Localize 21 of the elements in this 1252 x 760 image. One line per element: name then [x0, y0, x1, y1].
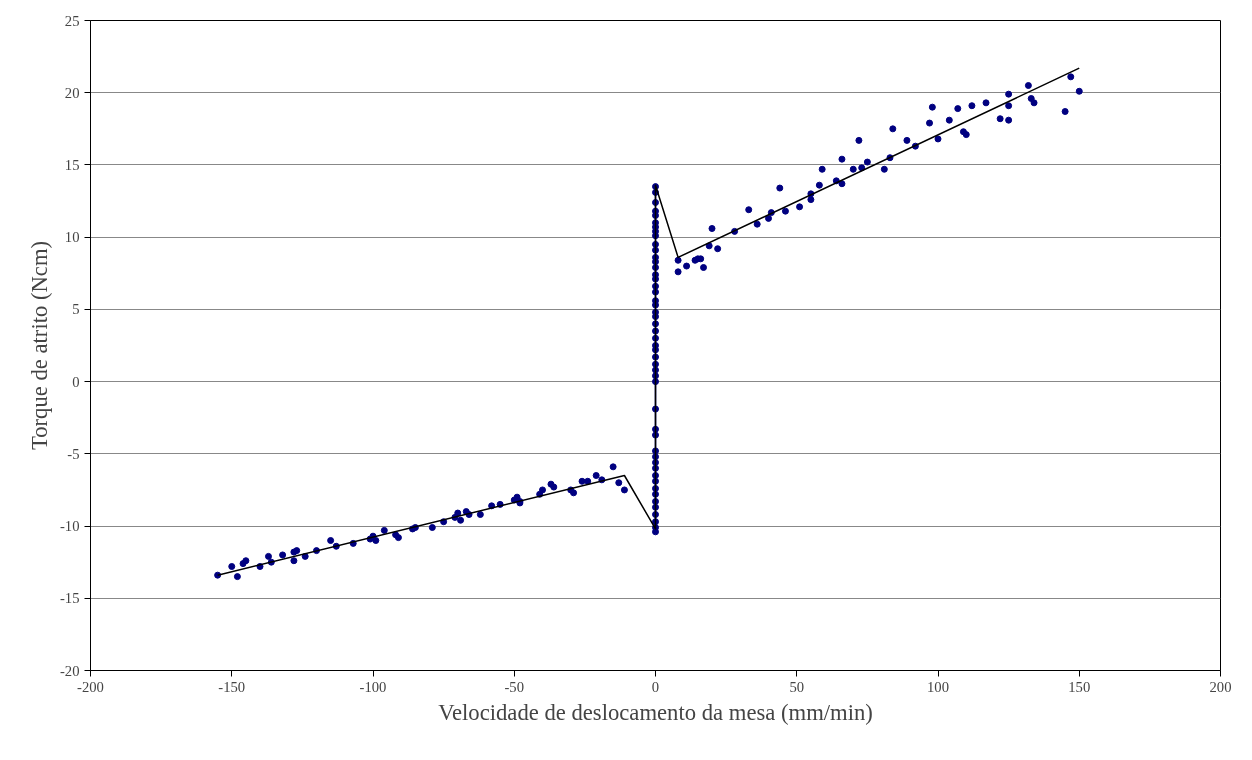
y-tick-label: 10: [64, 229, 80, 246]
x-tick-label: 50: [789, 678, 805, 695]
y-tick-label: -10: [59, 518, 80, 535]
x-tick-label: -100: [359, 678, 387, 695]
x-tick-label: 100: [927, 678, 949, 695]
y-tick-label: -15: [59, 590, 80, 607]
y-tick-label: -5: [67, 445, 80, 462]
x-axis-title: Velocidade de deslocamento da mesa (mm/min): [438, 699, 873, 725]
x-tick-label: 200: [1209, 678, 1232, 695]
x-tick-label: -150: [218, 678, 246, 695]
y-axis-title: Torque de atrito (Ncm): [26, 240, 52, 451]
y-tick-label: 0: [72, 373, 80, 390]
x-tick-label: -50: [504, 678, 525, 695]
x-tick-label: 150: [1068, 678, 1091, 695]
y-tick-label: 20: [64, 84, 80, 101]
y-tick-label: 15: [64, 156, 80, 173]
y-tick-label: 5: [72, 301, 80, 318]
y-tick-label: 25: [64, 12, 80, 29]
y-tick-label: -20: [59, 662, 80, 679]
x-tick-label: 0: [651, 678, 660, 695]
x-tick-label: -200: [77, 678, 104, 695]
